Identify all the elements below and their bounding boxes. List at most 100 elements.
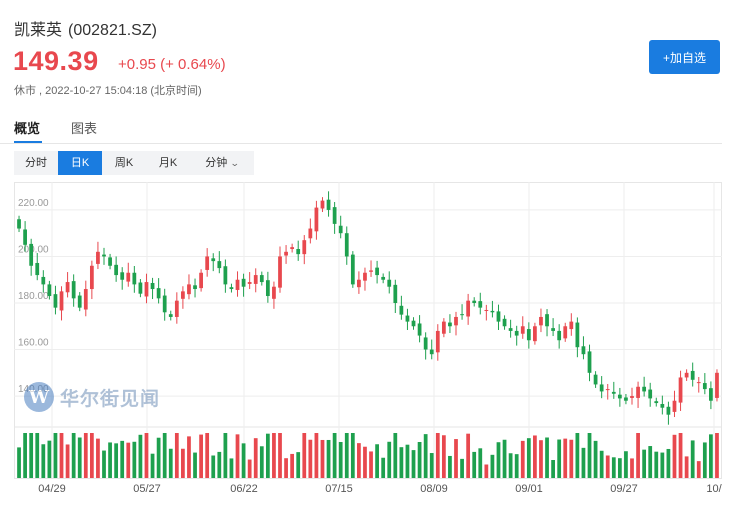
candle-body — [290, 247, 295, 250]
candle-body — [429, 349, 434, 355]
candle-body — [235, 279, 240, 290]
candle-body — [168, 314, 173, 317]
volume-bar — [53, 433, 58, 478]
candle-body — [29, 243, 34, 266]
volume-bar — [636, 433, 640, 478]
volume-bar — [41, 444, 46, 478]
volume-bar — [199, 434, 203, 478]
volume-bar — [715, 433, 719, 478]
candle-body — [47, 284, 52, 297]
add-watchlist-button[interactable]: +加自选 — [649, 40, 720, 74]
candle-body — [563, 326, 568, 339]
volume-bar — [302, 433, 307, 478]
volume-bar — [363, 446, 367, 478]
volume-bar — [320, 439, 325, 478]
active-tab-indicator — [14, 141, 42, 143]
candle-body — [599, 384, 604, 392]
candle-body — [508, 328, 513, 331]
period-weekly[interactable]: 周K — [114, 157, 134, 169]
candle-body — [690, 370, 695, 380]
volume-bar — [102, 450, 106, 478]
volume-bar — [405, 444, 410, 478]
period-minute[interactable]: 分钟 ⌄ — [190, 151, 254, 175]
volume-bar — [387, 441, 392, 478]
candle-body — [423, 337, 428, 350]
candle-body — [253, 275, 258, 284]
candle-body — [296, 249, 301, 255]
candle-body — [387, 279, 392, 287]
candle-body — [259, 275, 264, 283]
candle-body — [648, 389, 653, 399]
volume-bar — [23, 433, 27, 478]
candle-body — [666, 406, 671, 415]
candle-body — [672, 400, 677, 412]
candle-body — [35, 262, 40, 276]
candle-body — [630, 396, 634, 398]
volume-bar — [162, 433, 167, 478]
volume-bar — [563, 438, 568, 478]
volume-bar — [557, 439, 562, 478]
candle-body — [199, 272, 203, 289]
volume-bar — [617, 458, 622, 478]
volume-bar — [174, 433, 179, 478]
candle-body — [217, 261, 222, 269]
volume-bar — [211, 455, 216, 478]
candle-body — [441, 321, 446, 334]
candle-body — [575, 322, 580, 348]
candle-body — [211, 258, 216, 262]
period-intraday[interactable]: 分时 — [25, 157, 47, 169]
tab-chart[interactable]: 图表 — [71, 121, 98, 136]
candle-body — [381, 276, 386, 280]
chevron-down-icon: ⌄ — [230, 158, 240, 168]
candle-body — [642, 386, 647, 392]
volume-bar — [265, 433, 270, 478]
stock-title: 凯莱英 (002821.SZ) — [14, 16, 157, 40]
candle-body — [569, 321, 574, 330]
volume-bar — [696, 461, 701, 478]
candle-body — [23, 229, 27, 245]
volume-bar — [181, 448, 185, 478]
volume-bar — [290, 453, 295, 478]
candle-body — [247, 282, 252, 284]
candle-body — [71, 281, 76, 299]
candle-body — [181, 291, 185, 299]
candle-body — [302, 240, 307, 255]
kline-chart[interactable]: 220.00200.00180.00160.00140.0004/2905/27… — [14, 182, 722, 500]
volume-bar — [545, 437, 549, 478]
candle-body — [624, 397, 628, 401]
volume-bar — [496, 442, 501, 478]
candle-body — [326, 199, 331, 210]
candle-body — [551, 328, 555, 331]
period-daily[interactable]: 日K — [58, 151, 102, 175]
candle-body — [272, 286, 276, 299]
candle-body — [308, 228, 313, 239]
volume-bar — [526, 438, 531, 478]
tab-overview[interactable]: 概览 — [14, 121, 41, 136]
volume-bar — [259, 446, 264, 478]
candle-body — [702, 383, 707, 390]
volume-bar — [520, 440, 525, 478]
volume-bar — [441, 435, 446, 478]
volume-bar — [429, 453, 434, 478]
volume-bar — [599, 450, 604, 478]
candle-body — [636, 386, 640, 398]
volume-bar — [338, 442, 343, 478]
candle-body — [284, 251, 288, 256]
candle-body — [557, 330, 562, 341]
volume-bar — [678, 433, 683, 478]
volume-bar — [83, 433, 88, 478]
candle-body — [448, 322, 452, 327]
kline-svg[interactable]: 220.00200.00180.00160.00140.0004/2905/27… — [14, 182, 722, 500]
candle-body — [108, 257, 112, 266]
volume-bar — [296, 452, 301, 478]
volume-bar — [399, 447, 404, 478]
candle-body — [193, 285, 197, 290]
candle-body — [187, 284, 191, 295]
volume-bar — [611, 457, 616, 478]
candle-body — [278, 256, 282, 288]
volume-bar — [575, 433, 580, 478]
period-monthly[interactable]: 月K — [158, 157, 178, 169]
volume-bar — [150, 453, 155, 478]
period-selector: 分时 日K 周K 月K 分钟 ⌄ — [14, 151, 254, 175]
candle-body — [320, 200, 325, 209]
